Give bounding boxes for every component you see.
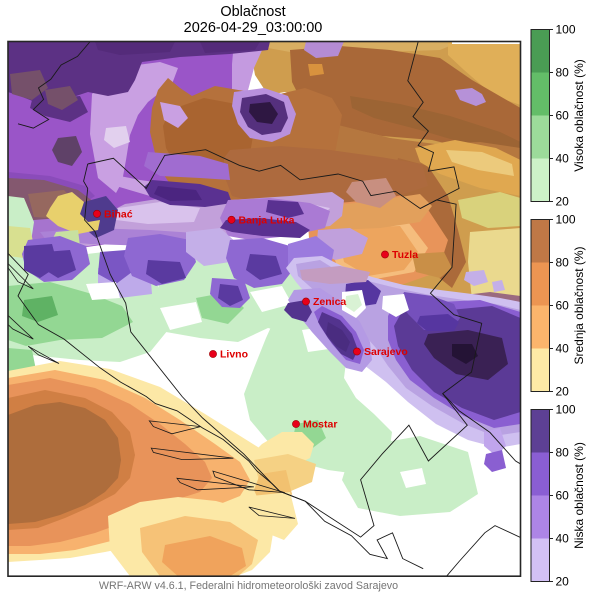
svg-text:40: 40 (556, 342, 570, 356)
svg-text:80: 80 (556, 446, 570, 460)
svg-text:100: 100 (556, 23, 576, 37)
svg-text:100: 100 (556, 403, 576, 417)
svg-text:Sarajevo: Sarajevo (364, 346, 408, 358)
svg-text:Tuzla: Tuzla (392, 249, 418, 261)
svg-text:Zenica: Zenica (313, 296, 346, 308)
svg-text:Srednja oblačnost (%): Srednja oblačnost (%) (572, 246, 586, 364)
svg-text:WRF-ARW v4.6.1, Federalni hidr: WRF-ARW v4.6.1, Federalni hidrometeorolo… (99, 580, 398, 592)
svg-text:60: 60 (556, 109, 570, 123)
svg-text:Mostar: Mostar (303, 419, 337, 431)
svg-text:100: 100 (556, 213, 576, 227)
svg-text:Livno: Livno (220, 349, 248, 361)
svg-text:60: 60 (556, 489, 570, 503)
svg-text:Bihać: Bihać (104, 208, 133, 220)
svg-text:Oblačnost: Oblačnost (220, 4, 285, 20)
svg-text:40: 40 (556, 532, 570, 546)
svg-text:2026-04-29_03:00:00: 2026-04-29_03:00:00 (184, 20, 323, 36)
svg-text:Niska oblačnost (%): Niska oblačnost (%) (572, 442, 586, 549)
svg-text:20: 20 (556, 195, 570, 209)
svg-text:40: 40 (556, 152, 570, 166)
svg-text:20: 20 (556, 385, 570, 399)
svg-text:80: 80 (556, 66, 570, 80)
svg-text:Banja Luka: Banja Luka (239, 214, 295, 226)
svg-text:Visoka oblačnost (%): Visoka oblačnost (%) (572, 59, 586, 172)
svg-text:80: 80 (556, 256, 570, 270)
svg-text:20: 20 (556, 575, 570, 589)
svg-text:60: 60 (556, 299, 570, 313)
